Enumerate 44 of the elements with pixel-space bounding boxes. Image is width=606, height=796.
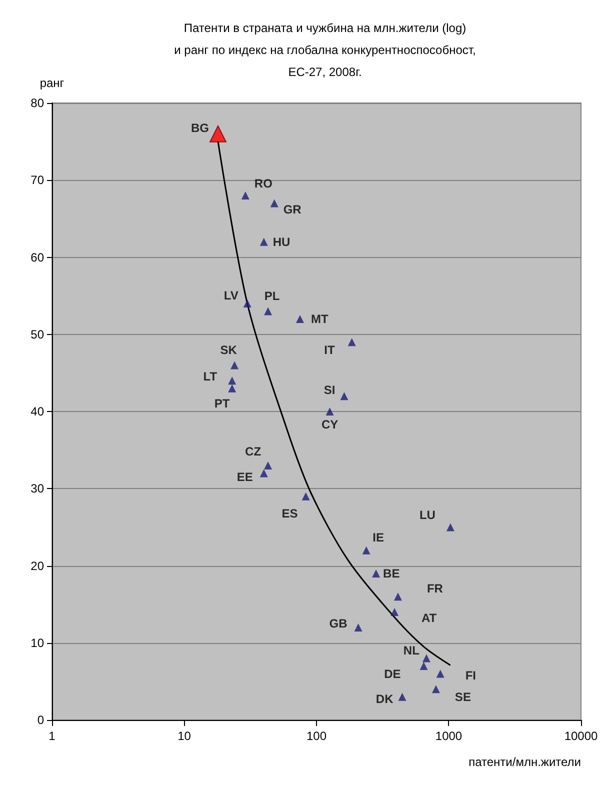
y-tick-label: 40 <box>30 404 44 418</box>
y-tick-label: 10 <box>30 636 44 650</box>
y-tick-label: 70 <box>30 173 44 188</box>
annotation: BG <box>191 120 210 135</box>
annotation: BE <box>383 566 400 580</box>
y-tick-label: 0 <box>37 713 44 727</box>
annotation: IT <box>324 343 336 358</box>
annotation: CY <box>321 418 338 432</box>
annotation: MT <box>310 312 329 326</box>
x-tick-label: 1000 <box>435 729 462 743</box>
x-tick-label: 100 <box>306 729 327 743</box>
y-tick-label: 50 <box>30 327 44 342</box>
y-tick-label: 80 <box>30 96 44 110</box>
annotation: FR <box>426 582 444 596</box>
annotation: HU <box>272 234 290 249</box>
annotation: IE <box>372 530 384 544</box>
annotation: LT <box>203 370 218 384</box>
y-axis-title: ранг <box>40 76 65 90</box>
annotation: GB <box>329 616 348 630</box>
annotation: RO <box>254 176 272 191</box>
annotation: SI <box>324 383 336 398</box>
y-tick-label: 30 <box>30 482 44 496</box>
annotation: PT <box>214 396 230 410</box>
x-tick-label: 10 <box>178 729 192 743</box>
annotation: PL <box>264 289 280 304</box>
annotation: CZ <box>245 444 262 458</box>
annotation: DE <box>384 667 401 682</box>
annotation: DK <box>376 692 394 706</box>
annotation: FI <box>465 668 476 683</box>
chart-title: Патенти в страната и чужбина на млн.жители (log) и ранг по индекс на глобална конкурентноспособност, ЕС-27, 2008г. <box>174 21 476 79</box>
y-tick-label: 60 <box>30 250 44 264</box>
annotation: AT <box>422 611 438 626</box>
annotation: GR <box>283 202 302 216</box>
annotation: SK <box>220 343 238 358</box>
x-tick-label: 1 <box>48 729 56 743</box>
annotation: NL <box>403 643 420 658</box>
y-tick-label: 20 <box>30 558 44 573</box>
annotation: ES <box>282 506 298 520</box>
x-axis-title: патенти/млн.жители <box>468 755 581 769</box>
annotation: LV <box>224 288 238 303</box>
annotation: SE <box>454 690 471 704</box>
annotation: LU <box>419 508 436 522</box>
annotation: EE <box>236 470 253 484</box>
x-tick-label: 10000 <box>564 729 598 743</box>
